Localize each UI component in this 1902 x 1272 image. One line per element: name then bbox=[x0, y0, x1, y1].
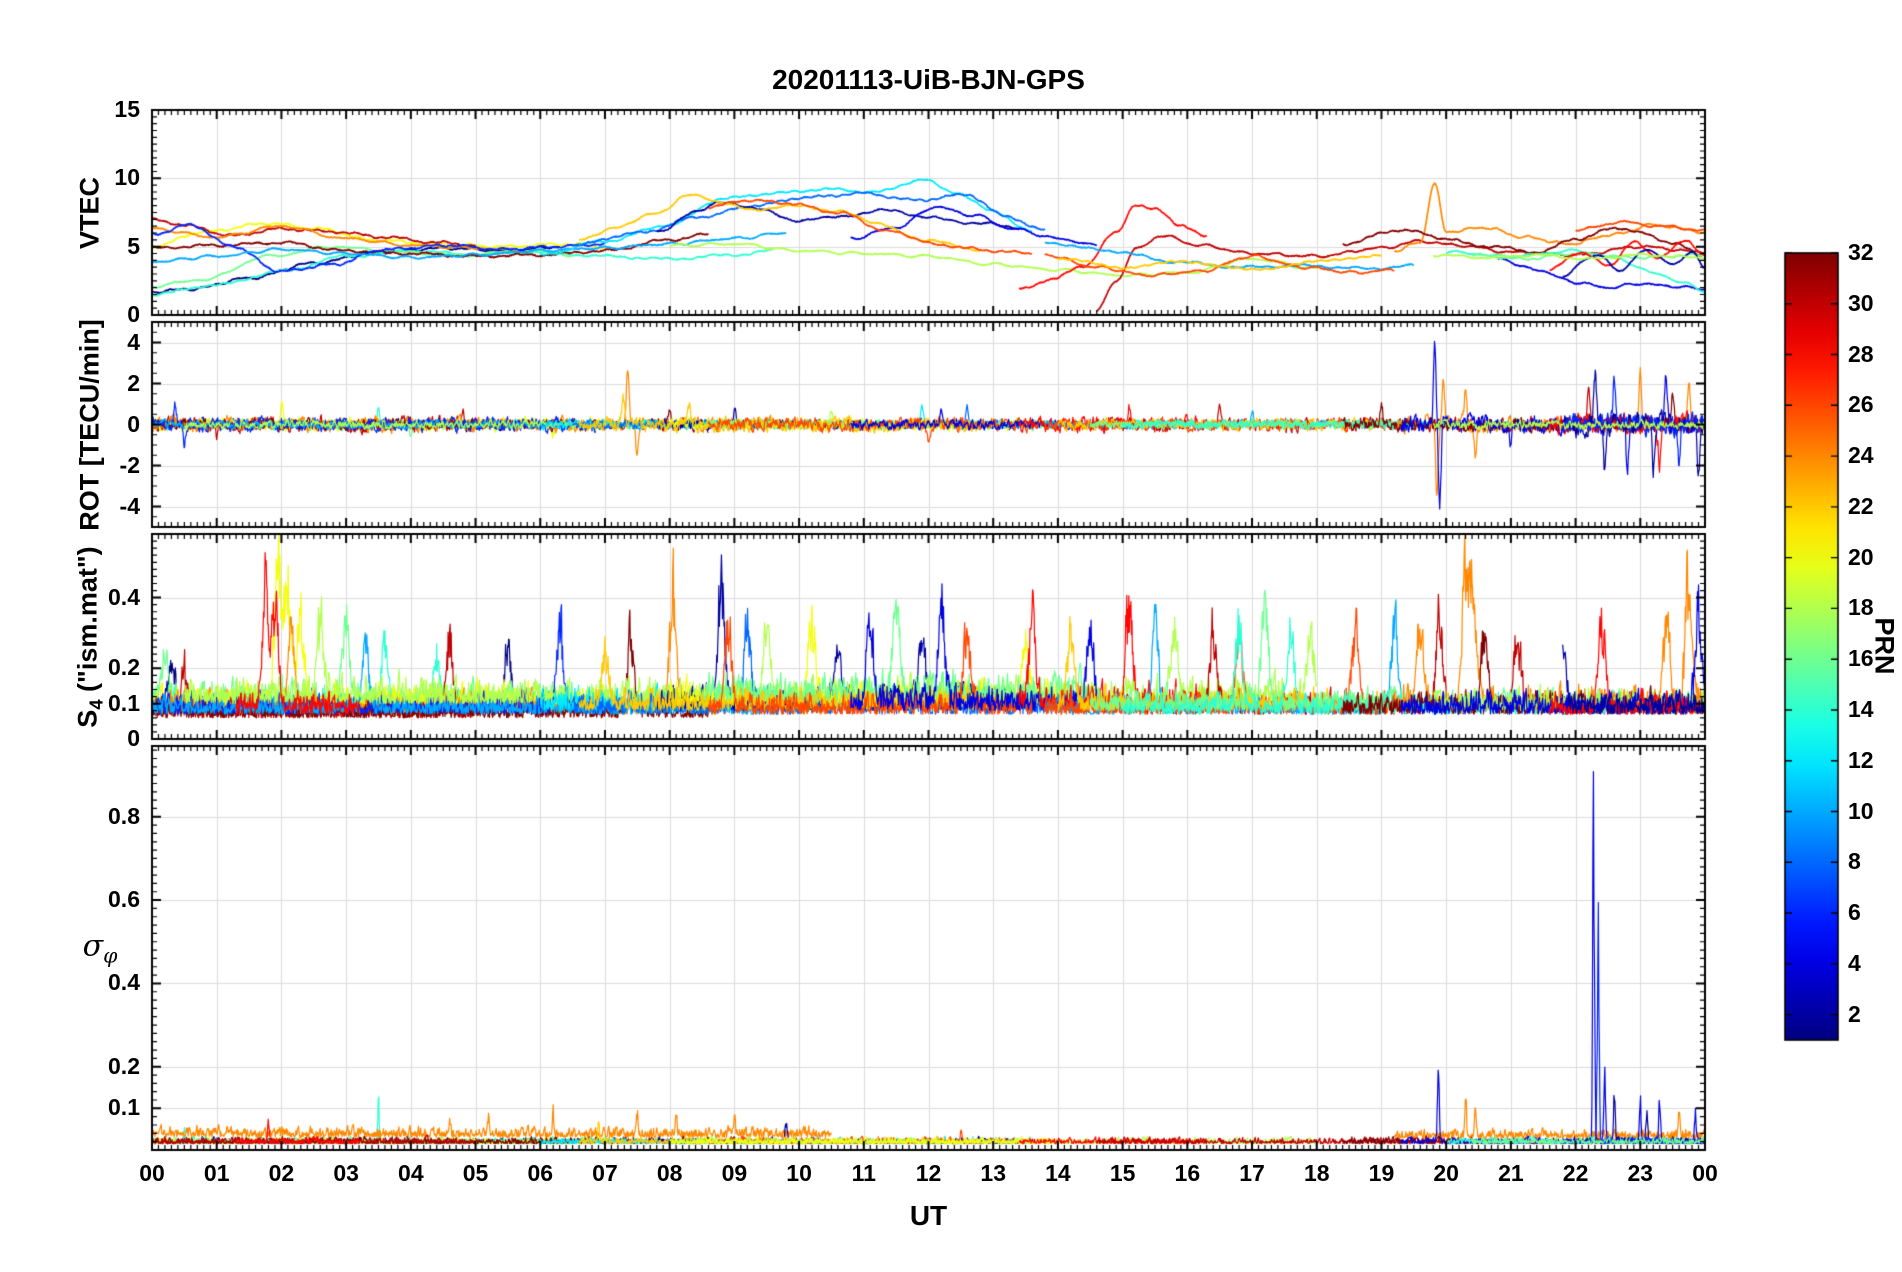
x-tick-label: 00 bbox=[139, 1160, 165, 1186]
y-tick-label: 10 bbox=[114, 164, 140, 191]
y-tick-label: 5 bbox=[127, 232, 140, 259]
x-tick-label: 23 bbox=[1627, 1160, 1654, 1186]
x-tick-label: 14 bbox=[1045, 1160, 1071, 1186]
x-tick-label: 07 bbox=[592, 1160, 618, 1186]
y-axis-label-panel-2: S4 ("ism.mat") bbox=[72, 545, 107, 728]
x-tick-label: 09 bbox=[721, 1160, 748, 1186]
colorbar-tick-label: 22 bbox=[1848, 492, 1874, 519]
y-tick-label: 0.4 bbox=[108, 969, 140, 996]
y-tick-label: 0.1 bbox=[108, 1094, 140, 1121]
colorbar-tick-label: 32 bbox=[1848, 239, 1874, 265]
colorbar-tick-label: 8 bbox=[1848, 848, 1861, 875]
y-axis-label-panel-3: σφ bbox=[82, 928, 118, 968]
x-tick-label: 13 bbox=[980, 1160, 1006, 1186]
y-tick-label: 0.4 bbox=[108, 583, 140, 610]
x-tick-label: 20 bbox=[1433, 1160, 1459, 1186]
colorbar-tick-label: 16 bbox=[1848, 645, 1874, 672]
x-tick-label: 10 bbox=[786, 1160, 812, 1186]
y-axis-label-panel-1: ROT [TECU/min] bbox=[74, 318, 105, 531]
y-tick-label: 0 bbox=[127, 725, 140, 751]
y-tick-label: 4 bbox=[127, 328, 140, 355]
x-tick-label: 15 bbox=[1109, 1160, 1136, 1186]
x-tick-label: 02 bbox=[268, 1160, 295, 1186]
x-tick-label: 16 bbox=[1174, 1160, 1201, 1186]
x-tick-label: 04 bbox=[398, 1160, 424, 1186]
y-tick-label: 0.2 bbox=[108, 654, 140, 681]
x-tick-label: 01 bbox=[203, 1160, 230, 1186]
x-axis-label: UT bbox=[909, 1200, 948, 1231]
y-tick-label: 15 bbox=[114, 96, 140, 122]
y-tick-label: -2 bbox=[119, 451, 140, 478]
y-tick-label: 0.8 bbox=[108, 802, 140, 829]
x-tick-label: 21 bbox=[1498, 1160, 1524, 1186]
x-tick-label: 00 bbox=[1692, 1160, 1718, 1186]
x-tick-label: 18 bbox=[1303, 1160, 1330, 1186]
y-axis-label-panel-0: VTEC bbox=[74, 176, 105, 249]
page-title: 20201113-UiB-BJN-GPS bbox=[772, 64, 1085, 95]
y-tick-label: 0 bbox=[127, 410, 140, 437]
x-tick-label: 12 bbox=[915, 1160, 942, 1186]
y-tick-label: 0.1 bbox=[108, 689, 140, 716]
colorbar-tick-label: 4 bbox=[1848, 949, 1861, 976]
colorbar-tick-label: 12 bbox=[1848, 746, 1874, 773]
x-tick-label: 17 bbox=[1239, 1160, 1265, 1186]
x-tick-label: 08 bbox=[656, 1160, 683, 1186]
colorbar-tick-label: 24 bbox=[1848, 442, 1874, 469]
x-tick-label: 05 bbox=[462, 1160, 489, 1186]
colorbar-tick-label: 26 bbox=[1848, 391, 1874, 418]
y-tick-label: -4 bbox=[119, 492, 140, 519]
y-tick-label: 0 bbox=[127, 301, 140, 327]
x-tick-label: 06 bbox=[527, 1160, 554, 1186]
y-tick-label: 0.6 bbox=[108, 886, 140, 913]
colorbar-tick-label: 6 bbox=[1848, 899, 1861, 926]
y-tick-label: 0.2 bbox=[108, 1052, 140, 1079]
colorbar-tick-label: 2 bbox=[1848, 1000, 1861, 1027]
y-tick-label: 2 bbox=[127, 369, 140, 396]
x-tick-label: 11 bbox=[851, 1160, 876, 1186]
x-tick-label: 03 bbox=[333, 1160, 359, 1186]
colorbar-tick-label: 28 bbox=[1848, 340, 1874, 367]
colorbar-tick-label: 20 bbox=[1848, 543, 1874, 570]
colorbar-tick-label: 18 bbox=[1848, 594, 1874, 621]
colorbar-tick-label: 14 bbox=[1848, 695, 1874, 722]
x-tick-label: 19 bbox=[1368, 1160, 1395, 1186]
colorbar-tick-label: 30 bbox=[1848, 289, 1874, 316]
colorbar-tick-label: 10 bbox=[1848, 797, 1874, 824]
x-tick-label: 22 bbox=[1562, 1160, 1589, 1186]
